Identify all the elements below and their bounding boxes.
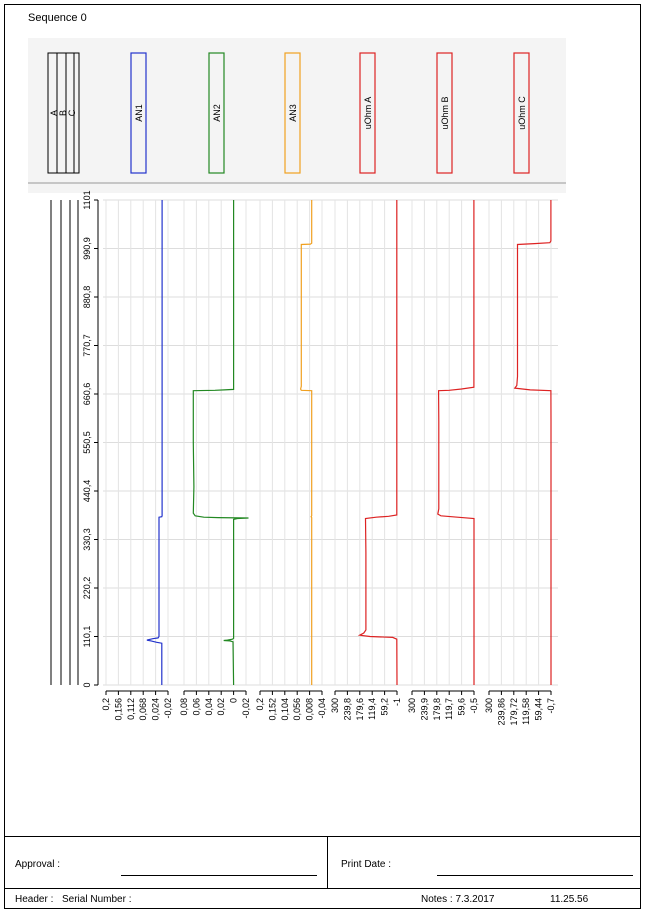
- value-tick-label: 59,2: [380, 698, 390, 716]
- value-tick-label: 0,2: [255, 698, 265, 711]
- series-legend-box: [284, 52, 301, 174]
- waveform-chart: 0 110,1 220,2 330,3 440,4 550,5 660,6 770,7 880,…: [28, 38, 566, 755]
- value-tick-label: 0,068: [138, 698, 148, 721]
- value-tick-label: 179,72: [509, 698, 519, 726]
- digital-channel-label: B: [58, 110, 68, 116]
- value-tick-label: 0,04: [204, 698, 214, 716]
- print-time: 11.25.56: [550, 894, 589, 905]
- time-tick-label: 880,8: [82, 286, 92, 309]
- digital-channel-label: A: [49, 110, 59, 116]
- value-tick-label: -0,02: [163, 698, 173, 719]
- series-legend-box: [436, 52, 453, 174]
- report-page: Sequence 0 0 110,1 220,2 330,3 440,4 550,5 660…: [4, 4, 641, 909]
- series-legend-label: uOhm A: [363, 97, 373, 130]
- time-tick-label: 330,3: [82, 528, 92, 551]
- value-tick-label: 239,8: [342, 698, 352, 721]
- value-tick-label: 0: [229, 698, 239, 703]
- approval-label: Approval :: [15, 859, 61, 870]
- digital-channel-label: C: [67, 109, 77, 116]
- value-tick-label: 0,024: [151, 698, 161, 721]
- value-tick-label: 0,056: [292, 698, 302, 721]
- value-tick-label: 119,7: [444, 698, 454, 720]
- value-tick-label: 119,58: [521, 698, 531, 725]
- time-tick-label: 990,9: [82, 237, 92, 260]
- series-legend-label: AN3: [288, 104, 298, 122]
- value-tick-label: 0,02: [216, 698, 226, 716]
- value-tick-label: -0,7: [546, 698, 556, 714]
- series-legend-box: [359, 52, 376, 174]
- value-tick-label: 59,44: [534, 698, 544, 721]
- value-tick-label: -0,04: [317, 698, 327, 719]
- series-legend-label: uOhm C: [517, 96, 527, 130]
- series-legend-box: [130, 52, 147, 174]
- value-tick-label: -1: [392, 698, 402, 706]
- series-legend-label: AN1: [134, 104, 144, 122]
- value-tick-label: 0,156: [113, 698, 123, 721]
- series-legend-label: uOhm B: [440, 96, 450, 129]
- series-legend-box: [513, 52, 530, 174]
- time-tick-label: 1101: [82, 190, 92, 209]
- value-tick-label: 0,152: [267, 698, 277, 721]
- series-legend-box: [208, 52, 225, 174]
- notes-label: Notes : 7.3.2017: [421, 894, 495, 905]
- header-label: Header :: [15, 894, 54, 905]
- value-tick-label: 0,06: [191, 698, 201, 716]
- value-tick-label: 179,6: [355, 698, 365, 721]
- info-row: Header : Serial Number : Notes : 7.3.201…: [5, 888, 640, 910]
- value-tick-label: 300: [330, 698, 340, 713]
- value-tick-label: 239,9: [419, 698, 429, 721]
- footer-divider: [327, 836, 328, 888]
- time-tick-label: 660,6: [82, 383, 92, 406]
- time-tick-label: 220,2: [82, 577, 92, 600]
- print-date-label: Print Date :: [341, 859, 392, 870]
- value-tick-label: 300: [407, 698, 417, 713]
- value-tick-label: 179,8: [432, 698, 442, 721]
- legend-background: [28, 38, 566, 183]
- series-line: [437, 200, 475, 685]
- series-line: [146, 200, 163, 685]
- series-legend-label: AN2: [212, 104, 222, 122]
- value-tick-label: 239,86: [496, 698, 506, 726]
- print-date-line: [437, 875, 633, 876]
- time-tick-label: 440,4: [82, 480, 92, 503]
- series-line: [192, 200, 249, 686]
- approval-signature-line: [121, 875, 317, 876]
- value-tick-label: 0,008: [305, 698, 315, 721]
- time-tick-label: 0: [82, 682, 92, 687]
- series-line: [299, 200, 313, 685]
- value-tick-label: 59,6: [457, 698, 467, 716]
- value-tick-label: 0,08: [179, 698, 189, 716]
- value-tick-label: 0,112: [126, 698, 136, 720]
- digital-legend-box: [47, 52, 80, 174]
- approval-row: Approval : Print Date :: [5, 836, 640, 889]
- serial-number-label: Serial Number :: [62, 894, 132, 905]
- time-tick-label: 550,5: [82, 431, 92, 454]
- value-tick-label: -0,02: [241, 698, 251, 719]
- series-line: [357, 200, 398, 686]
- time-tick-label: 770,7: [82, 334, 92, 357]
- value-tick-label: 300: [484, 698, 494, 713]
- value-tick-label: 119,4: [367, 698, 377, 720]
- series-line: [513, 200, 552, 685]
- value-tick-label: 0,2: [101, 698, 111, 711]
- sequence-title: Sequence 0: [28, 12, 87, 24]
- value-tick-label: 0,104: [280, 698, 290, 721]
- chart-canvas: 0 110,1 220,2 330,3 440,4 550,5 660,6 770,7 880,…: [28, 38, 566, 755]
- time-tick-label: 110,1: [82, 626, 92, 648]
- value-tick-label: -0,5: [469, 698, 479, 714]
